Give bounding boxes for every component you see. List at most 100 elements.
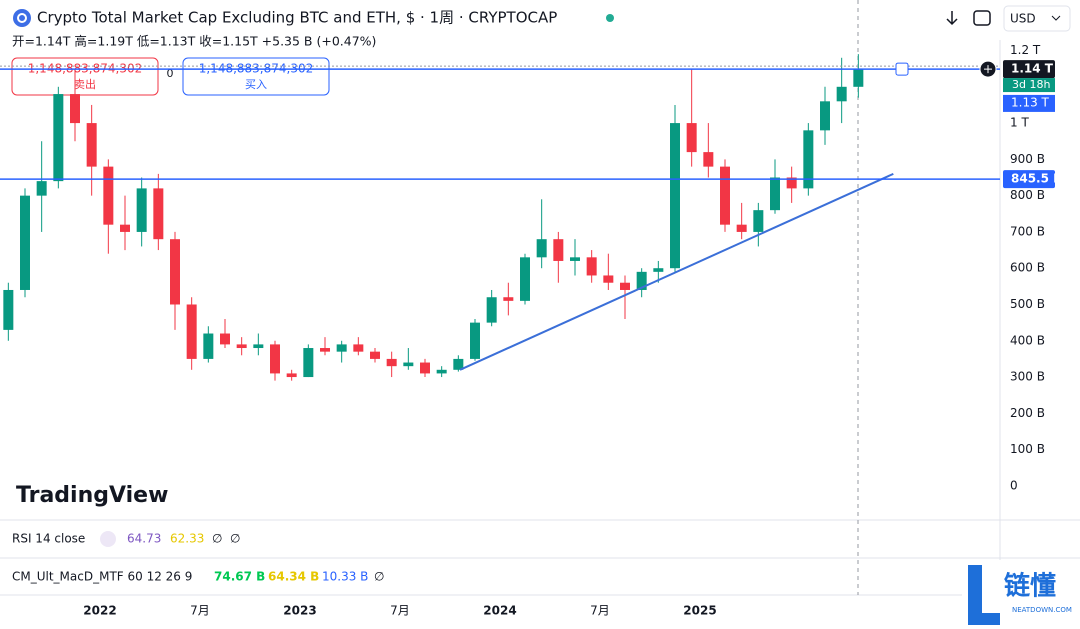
candle-body bbox=[236, 344, 247, 349]
candle-body bbox=[503, 297, 514, 301]
candle-body bbox=[753, 210, 764, 232]
buy-button[interactable] bbox=[182, 57, 330, 96]
candle-body bbox=[670, 123, 680, 269]
candle-body bbox=[470, 322, 480, 359]
price-tag bbox=[1003, 170, 1055, 189]
candle-body bbox=[703, 152, 714, 167]
sell-button[interactable] bbox=[11, 57, 159, 96]
candle-body bbox=[53, 94, 64, 182]
candle-body bbox=[153, 188, 164, 240]
rsi-value: 64.73 bbox=[127, 532, 161, 546]
y-tick-label: 200 B bbox=[1010, 406, 1045, 420]
trend-line bbox=[459, 172, 894, 371]
candle-body bbox=[820, 101, 830, 131]
candle-body bbox=[120, 224, 130, 232]
candle-body bbox=[203, 333, 214, 359]
y-tick-label: 500 B bbox=[1010, 297, 1045, 311]
rsi-value: 62.33 bbox=[170, 532, 204, 546]
y-tick-label: 0 bbox=[1010, 478, 1018, 492]
candle-body bbox=[520, 257, 530, 301]
candle-body bbox=[686, 123, 697, 153]
candle-body bbox=[86, 123, 97, 167]
price-tag-label: 1.14 T bbox=[1011, 62, 1054, 76]
price-tag-label: 845.5 B bbox=[1011, 172, 1062, 186]
candle-body bbox=[103, 166, 114, 225]
buy-label: 买入 bbox=[245, 78, 267, 91]
candle-body bbox=[836, 86, 847, 102]
chart-title: Crypto Total Market Cap Excluding BTC an… bbox=[37, 9, 557, 27]
candle-body bbox=[186, 304, 197, 359]
logo: TradingView bbox=[16, 483, 168, 508]
candle-body bbox=[853, 68, 864, 87]
countdown: 3d 18h bbox=[1012, 78, 1050, 91]
last-price-tag bbox=[1003, 94, 1055, 112]
candle-body bbox=[436, 369, 447, 374]
candle-body bbox=[320, 348, 330, 352]
candle-body bbox=[453, 358, 464, 370]
candle-body bbox=[170, 239, 180, 305]
macd-name: CM_Ult_MacD_MTF 60 12 26 9 bbox=[12, 570, 192, 584]
x-tick-label: 2022 bbox=[83, 604, 116, 618]
candle-body bbox=[403, 362, 414, 367]
candle-body bbox=[303, 348, 314, 378]
candle-body bbox=[720, 166, 730, 225]
candle-body bbox=[353, 344, 364, 352]
countdown-tag bbox=[1003, 78, 1055, 93]
fullscreen-button[interactable] bbox=[973, 10, 991, 26]
candle-body bbox=[570, 257, 580, 261]
y-tick-label: 900 B bbox=[1010, 152, 1045, 166]
candle-body bbox=[786, 177, 797, 189]
candle-body bbox=[336, 344, 347, 352]
add-icon bbox=[984, 65, 992, 74]
candle-body bbox=[603, 275, 614, 283]
candle-body bbox=[636, 271, 647, 290]
y-tick-label: 600 B bbox=[1010, 261, 1045, 275]
candle-body bbox=[620, 282, 630, 290]
watermark-logo bbox=[968, 565, 1000, 625]
candle-body bbox=[803, 130, 814, 189]
download-icon bbox=[946, 11, 958, 26]
y-tick-label: 1 T bbox=[1010, 116, 1029, 130]
last-price-label: 1.13 T bbox=[1011, 95, 1050, 109]
order-handle[interactable] bbox=[895, 62, 909, 76]
x-tick-label: 2023 bbox=[283, 604, 316, 618]
symbol-icon[interactable] bbox=[13, 9, 31, 27]
candle-body bbox=[536, 239, 547, 258]
candle-body bbox=[736, 224, 747, 232]
candle-body bbox=[136, 188, 147, 232]
rsi-value: ∅ bbox=[230, 532, 240, 546]
x-tick-label: 7月 bbox=[390, 604, 410, 618]
sell-label: 卖出 bbox=[74, 77, 96, 91]
y-tick-label: 100 B bbox=[1010, 442, 1045, 456]
candle-body bbox=[3, 289, 14, 330]
x-tick-label: 2025 bbox=[683, 604, 716, 618]
rsi-value: ∅ bbox=[212, 532, 222, 546]
y-tick-label: 400 B bbox=[1010, 333, 1045, 347]
macd-value: 10.33 B bbox=[322, 570, 368, 584]
x-tick-label: 7月 bbox=[190, 604, 210, 618]
order-quantity: 0 bbox=[167, 67, 174, 80]
watermark-site: NEATDOWN.COM bbox=[1012, 606, 1072, 614]
y-tick-label: 800 B bbox=[1010, 188, 1045, 202]
x-tick-label: 2024 bbox=[483, 604, 516, 618]
y-tick-label: 1.2 T bbox=[1010, 43, 1041, 57]
dropdown-arrow bbox=[1051, 15, 1061, 21]
candle-body bbox=[36, 181, 47, 196]
candle-body bbox=[770, 177, 780, 211]
currency: USD bbox=[1010, 12, 1036, 26]
ohlc-legend: 开=1.14T 高=1.19T 低=1.13T 收=1.15T +5.35 B … bbox=[12, 34, 376, 49]
currency-select[interactable] bbox=[1003, 5, 1071, 32]
candle-body bbox=[653, 268, 664, 272]
y-tick-label: 300 B bbox=[1010, 370, 1045, 384]
candle-body bbox=[586, 257, 597, 276]
plot: 0 100 B 200 B 300 B 400 B 500 B 600 B 700 B 800 … bbox=[0, 43, 1062, 618]
candle-body bbox=[70, 94, 80, 124]
macd-value: 64.34 B bbox=[268, 570, 319, 584]
x-tick-label: 7月 bbox=[590, 604, 610, 618]
candle-body bbox=[220, 333, 230, 345]
candle-body bbox=[370, 351, 380, 359]
candle-body bbox=[270, 344, 280, 374]
rsi-icon[interactable] bbox=[100, 531, 116, 547]
